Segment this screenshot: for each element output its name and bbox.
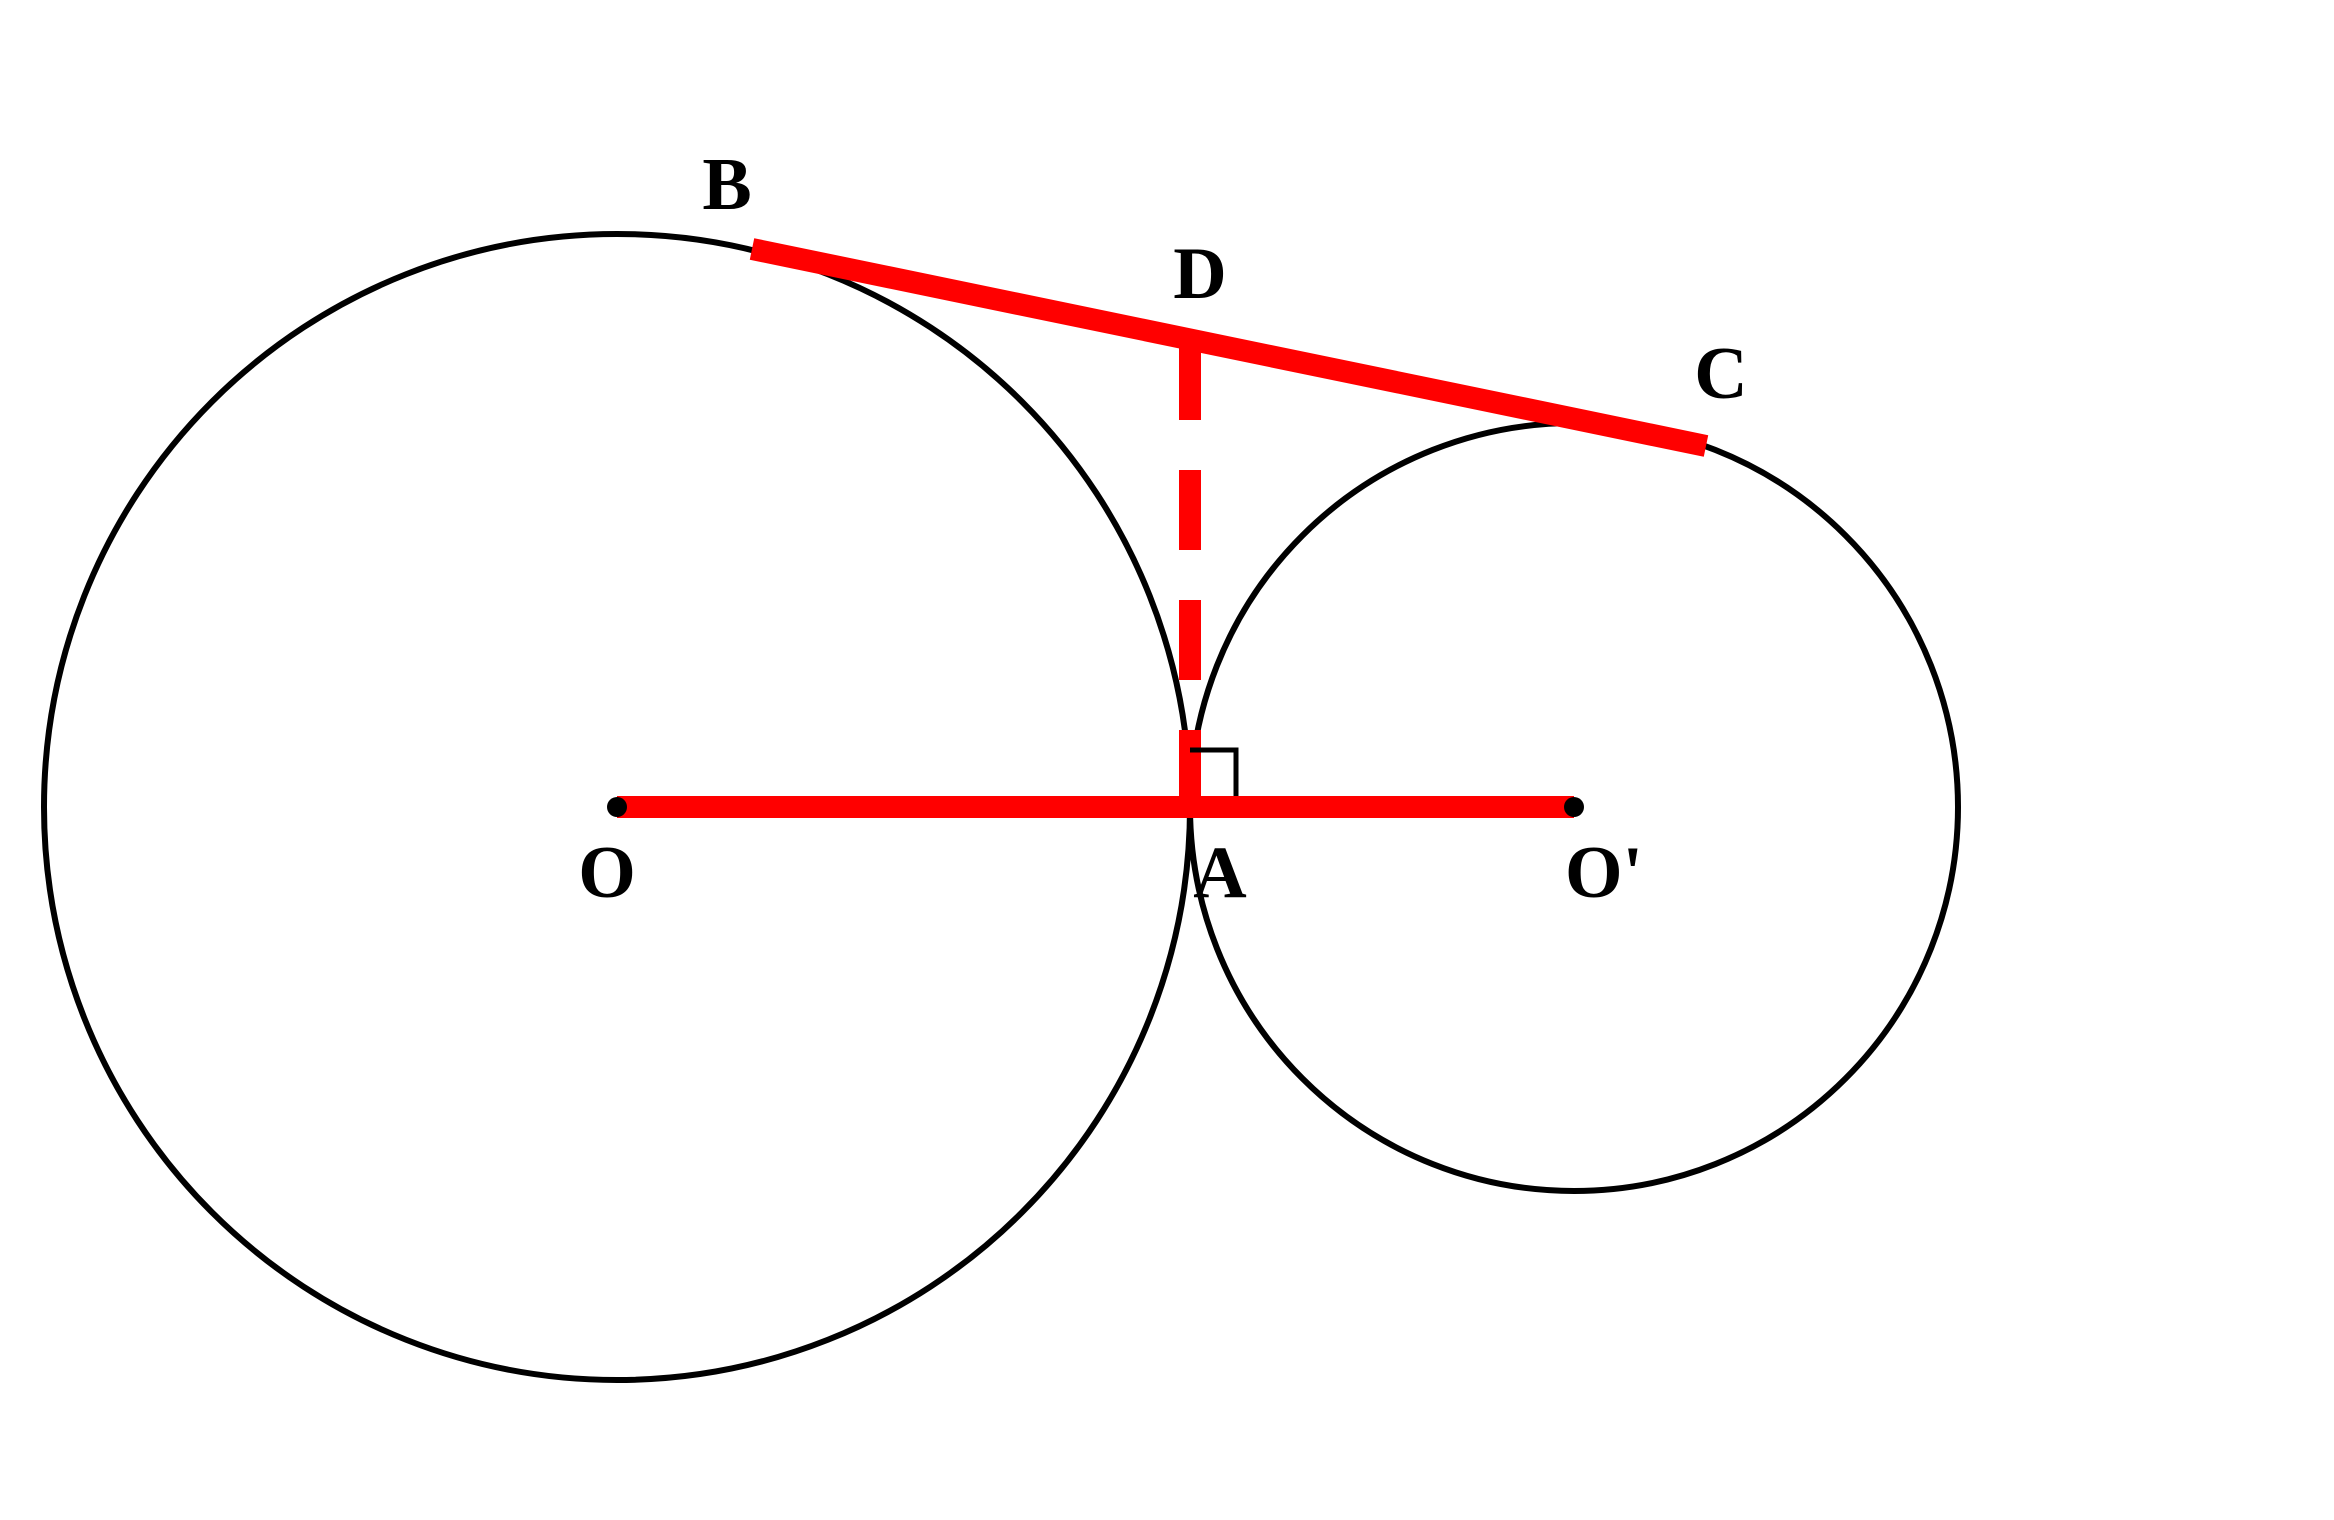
point-label-oprime: O' — [1565, 832, 1643, 914]
point-label-o: O — [578, 832, 636, 914]
point-label-a: A — [1193, 832, 1246, 914]
point-label-b: B — [702, 144, 751, 226]
point-label-d: D — [1173, 233, 1226, 315]
point-label-c: C — [1694, 333, 1747, 415]
